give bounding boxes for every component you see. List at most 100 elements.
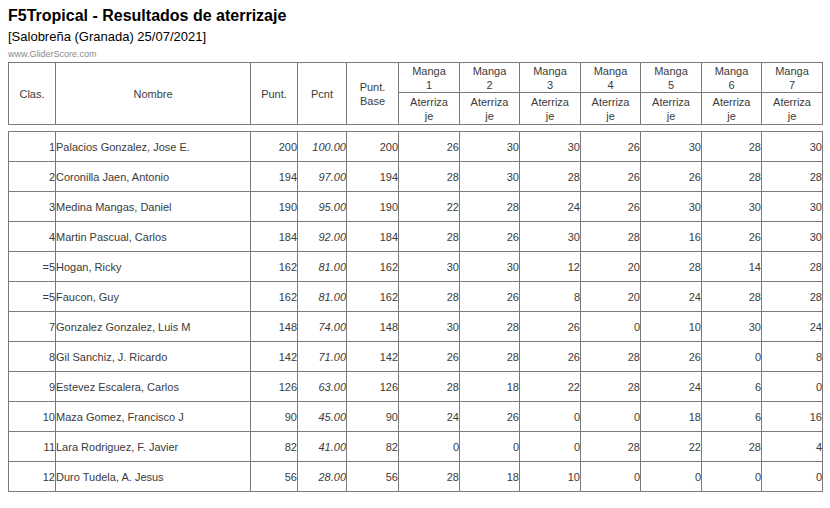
col-subheader-aterrizaje-6: Aterriza je — [702, 93, 762, 125]
cell-manga-5: 30 — [641, 132, 702, 162]
cell-manga-2: 18 — [460, 462, 520, 492]
cell-manga-3: 26 — [520, 342, 581, 372]
cell-punt: 162 — [251, 252, 298, 282]
table-row: 3Medina Mangas, Daniel19095.001902228242… — [9, 192, 823, 222]
spacer-cell — [9, 125, 823, 132]
cell-clas: 2 — [9, 162, 56, 192]
cell-clas: 7 — [9, 312, 56, 342]
cell-manga-2: 30 — [460, 132, 520, 162]
cell-manga-7: 28 — [762, 282, 823, 312]
col-header-punt_base: Punt. Base — [347, 63, 399, 125]
cell-manga-1: 30 — [399, 312, 460, 342]
cell-nombre: Hogan, Ricky — [56, 252, 251, 282]
cell-clas: 9 — [9, 372, 56, 402]
col-subheader-aterrizaje-5: Aterriza je — [641, 93, 702, 125]
col-header-manga-1: Manga 1 — [399, 63, 460, 93]
cell-pcnt: 71.00 — [298, 342, 347, 372]
event-location-date: [Salobreña (Granada) 25/07/2021] — [8, 29, 830, 45]
cell-manga-7: 24 — [762, 312, 823, 342]
cell-manga-6: 30 — [702, 192, 762, 222]
cell-manga-5: 26 — [641, 162, 702, 192]
cell-punt: 142 — [251, 342, 298, 372]
cell-pcnt: 95.00 — [298, 192, 347, 222]
cell-manga-6: 0 — [702, 462, 762, 492]
cell-manga-6: 6 — [702, 372, 762, 402]
table-row: 9Estevez Escalera, Carlos12663.001262818… — [9, 372, 823, 402]
cell-manga-2: 30 — [460, 252, 520, 282]
cell-manga-1: 26 — [399, 132, 460, 162]
cell-punt-base: 142 — [347, 342, 399, 372]
cell-pcnt: 28.00 — [298, 462, 347, 492]
col-header-manga-5: Manga 5 — [641, 63, 702, 93]
col-header-pcnt: Pcnt — [298, 63, 347, 125]
cell-punt-base: 82 — [347, 432, 399, 462]
col-header-manga-4: Manga 4 — [581, 63, 641, 93]
cell-manga-4: 28 — [581, 222, 641, 252]
cell-manga-7: 30 — [762, 132, 823, 162]
cell-manga-7: 28 — [762, 162, 823, 192]
cell-punt: 126 — [251, 372, 298, 402]
table-row: 1Palacios Gonzalez, Jose E.200100.002002… — [9, 132, 823, 162]
cell-nombre: Gil Sanchiz, J. Ricardo — [56, 342, 251, 372]
cell-punt: 194 — [251, 162, 298, 192]
col-subheader-aterrizaje-2: Aterriza je — [460, 93, 520, 125]
cell-manga-2: 18 — [460, 372, 520, 402]
cell-pcnt: 74.00 — [298, 312, 347, 342]
cell-manga-6: 28 — [702, 282, 762, 312]
table-row: 7Gonzalez Gonzalez, Luis M14874.00148302… — [9, 312, 823, 342]
col-header-manga-3: Manga 3 — [520, 63, 581, 93]
cell-punt-base: 190 — [347, 192, 399, 222]
cell-manga-1: 0 — [399, 432, 460, 462]
cell-manga-6: 26 — [702, 222, 762, 252]
cell-manga-7: 0 — [762, 372, 823, 402]
cell-manga-3: 30 — [520, 222, 581, 252]
cell-manga-5: 24 — [641, 282, 702, 312]
cell-pcnt: 100.00 — [298, 132, 347, 162]
cell-nombre: Lara Rodriguez, F. Javier — [56, 432, 251, 462]
cell-pcnt: 41.00 — [298, 432, 347, 462]
cell-manga-4: 0 — [581, 462, 641, 492]
cell-punt: 90 — [251, 402, 298, 432]
cell-nombre: Duro Tudela, A. Jesus — [56, 462, 251, 492]
cell-nombre: Medina Mangas, Daniel — [56, 192, 251, 222]
cell-punt: 82 — [251, 432, 298, 462]
cell-pcnt: 92.00 — [298, 222, 347, 252]
cell-pcnt: 81.00 — [298, 282, 347, 312]
table-row: =5Faucon, Guy16281.001622826820242828 — [9, 282, 823, 312]
cell-manga-2: 28 — [460, 192, 520, 222]
cell-manga-3: 26 — [520, 312, 581, 342]
cell-pcnt: 45.00 — [298, 402, 347, 432]
cell-manga-7: 30 — [762, 222, 823, 252]
cell-manga-4: 28 — [581, 372, 641, 402]
gliderscore-watermark: www.GliderScore.com — [8, 49, 830, 59]
col-header-manga-6: Manga 6 — [702, 63, 762, 93]
cell-manga-4: 20 — [581, 282, 641, 312]
cell-manga-1: 26 — [399, 342, 460, 372]
results-page: F5Tropical - Resultados de aterrizaje [S… — [0, 0, 830, 508]
cell-clas: 11 — [9, 432, 56, 462]
cell-manga-1: 28 — [399, 462, 460, 492]
cell-clas: =5 — [9, 252, 56, 282]
table-row: 4Martin Pascual, Carlos18492.00184282630… — [9, 222, 823, 252]
cell-manga-1: 28 — [399, 282, 460, 312]
col-subheader-aterrizaje-3: Aterriza je — [520, 93, 581, 125]
cell-clas: 12 — [9, 462, 56, 492]
cell-manga-1: 30 — [399, 252, 460, 282]
cell-manga-2: 28 — [460, 342, 520, 372]
page-title: F5Tropical - Resultados de aterrizaje — [8, 6, 830, 26]
cell-punt: 56 — [251, 462, 298, 492]
cell-manga-5: 24 — [641, 372, 702, 402]
cell-clas: 3 — [9, 192, 56, 222]
cell-manga-7: 28 — [762, 252, 823, 282]
header-row-main: Clas.NombrePunt.PcntPunt. BaseManga 1Man… — [9, 63, 823, 93]
cell-manga-6: 30 — [702, 312, 762, 342]
cell-nombre: Martin Pascual, Carlos — [56, 222, 251, 252]
cell-punt: 200 — [251, 132, 298, 162]
cell-manga-7: 30 — [762, 192, 823, 222]
cell-pcnt: 63.00 — [298, 372, 347, 402]
table-row: 12Duro Tudela, A. Jesus5628.005628181000… — [9, 462, 823, 492]
cell-manga-4: 0 — [581, 402, 641, 432]
cell-manga-4: 20 — [581, 252, 641, 282]
cell-manga-5: 30 — [641, 192, 702, 222]
col-header-punt: Punt. — [251, 63, 298, 125]
